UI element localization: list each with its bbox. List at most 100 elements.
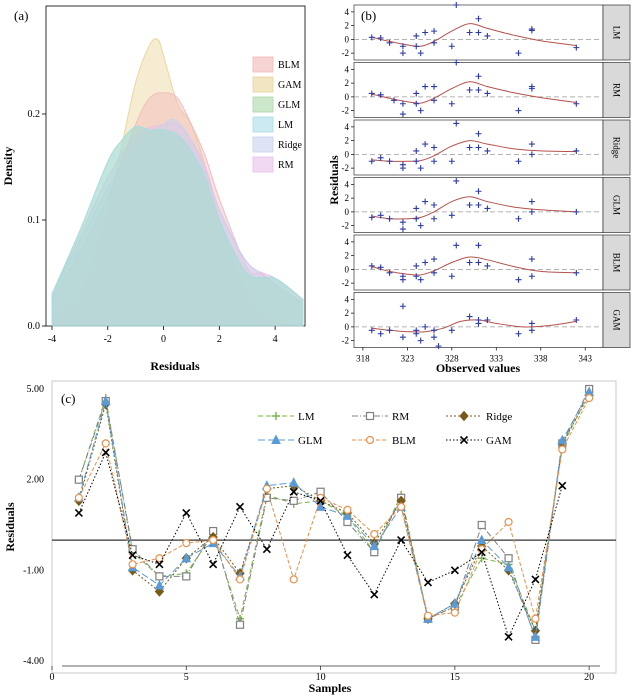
residual-point xyxy=(399,165,406,172)
residual-point xyxy=(484,90,491,97)
x-tick-label: 5 xyxy=(184,672,189,683)
y-tick-label: 4 xyxy=(345,122,350,132)
residual-point xyxy=(413,262,420,269)
data-point xyxy=(181,552,192,563)
residual-point xyxy=(528,151,535,158)
residual-point xyxy=(484,147,491,154)
legend-label-lm: LM xyxy=(298,411,315,423)
residual-point xyxy=(399,100,406,107)
data-point xyxy=(477,554,486,563)
x-tick-label: 338 xyxy=(534,354,548,364)
residual-point xyxy=(475,73,482,80)
residual-point xyxy=(417,276,424,283)
data-point xyxy=(558,445,567,454)
data-point xyxy=(128,551,137,560)
series-line xyxy=(78,391,590,637)
data-point xyxy=(477,520,486,530)
residual-point xyxy=(475,130,482,137)
residual-point xyxy=(399,43,406,50)
facet-strip xyxy=(602,292,631,348)
y-tick-label: 0.0 xyxy=(28,321,41,332)
x-tick-label: 20 xyxy=(584,672,594,683)
residual-point xyxy=(515,215,522,222)
facet-gam: GAM -2 0 2 4 xyxy=(342,292,631,350)
data-point xyxy=(343,505,352,514)
facet-strip-label: BLM xyxy=(612,253,622,273)
data-point xyxy=(100,395,111,406)
density-legend: BLM GAM GLM LM Ridge RM xyxy=(252,56,302,173)
facet-strip xyxy=(602,4,631,61)
data-point xyxy=(459,435,469,445)
residual-point xyxy=(475,29,482,36)
legend-label-gam: GAM xyxy=(486,435,512,447)
data-point xyxy=(272,412,280,420)
data-point xyxy=(585,393,594,403)
panel-label-c: (c) xyxy=(61,391,75,406)
data-point xyxy=(450,608,459,617)
residual-point xyxy=(377,264,384,271)
residual-point xyxy=(422,29,429,36)
legend-label-rm: RM xyxy=(392,411,409,423)
residual-point xyxy=(377,212,384,219)
residual-facets-panel: LM -2 0 2 4 RM -2 0 2 4 Ridge -2 0 2 4 GLM -2 0 2 4 BLM -2 0 2 4… xyxy=(327,2,631,375)
residual-point xyxy=(422,259,429,266)
facet-blm: BLM -2 0 2 4 xyxy=(342,234,631,291)
residual-point xyxy=(417,222,424,229)
facet-strip xyxy=(602,119,631,176)
residual-point xyxy=(528,327,535,334)
residual-point xyxy=(475,320,482,327)
y-tick-label: 0 xyxy=(345,264,350,274)
x-tick-label: 333 xyxy=(490,354,504,364)
residual-point xyxy=(515,330,522,337)
y-tick-label: 0 xyxy=(345,322,350,332)
residual-point xyxy=(399,226,406,233)
facet-strip-label: GAM xyxy=(612,309,622,330)
y-tick-label: -2 xyxy=(342,163,350,173)
residual-point xyxy=(515,276,522,283)
data-point xyxy=(182,508,191,517)
y-tick-label: 0 xyxy=(345,207,350,217)
data-point xyxy=(289,487,298,496)
legend-label-lm: LM xyxy=(278,120,293,131)
density-area-gam xyxy=(51,38,304,327)
data-point xyxy=(154,579,165,590)
residual-point xyxy=(448,43,455,50)
data-point xyxy=(74,508,83,517)
residual-point xyxy=(417,337,424,344)
residual-point xyxy=(528,320,535,327)
facet-x-ticks: 318 323 328 333 338 343 xyxy=(356,347,592,364)
legend-swatch-blm xyxy=(252,56,274,73)
y-tick-label: 0 xyxy=(345,149,350,159)
data-point xyxy=(370,529,379,539)
residual-point xyxy=(417,107,424,114)
data-point xyxy=(271,434,281,444)
data-point xyxy=(504,632,513,641)
residual-point xyxy=(368,262,375,269)
facet-lm: LM -2 0 2 4 xyxy=(342,2,631,61)
residual-point xyxy=(453,59,460,66)
data-point xyxy=(476,534,487,545)
samples-x-axis-label: Samples xyxy=(309,681,352,695)
data-point xyxy=(182,539,191,548)
data-point xyxy=(397,536,406,545)
density-ticks: -4 -2 0 2 4 0.0 0.1 0.2 xyxy=(28,109,278,345)
residual-point xyxy=(528,27,535,34)
samples-panel: 0 5 10 15 20 5.00 2.00 -1.00 -4.00 LM RM Ridge GLM B… xyxy=(3,380,617,695)
residual-point xyxy=(466,259,473,266)
y-tick-label: 4 xyxy=(345,294,350,304)
smooth-curve xyxy=(371,196,577,220)
panel-label-a: (a) xyxy=(14,8,28,23)
residual-point xyxy=(431,144,438,151)
residual-point xyxy=(528,208,535,215)
y-tick-label: -4.00 xyxy=(23,656,44,667)
legend-swatch-gam xyxy=(252,76,274,93)
residual-point xyxy=(413,158,420,165)
x-tick-label: 15 xyxy=(450,672,460,683)
data-point xyxy=(503,561,514,572)
data-point xyxy=(128,560,137,569)
y-tick-label: 0 xyxy=(345,34,350,44)
y-tick-label: -2 xyxy=(342,106,350,116)
x-tick-label: 0 xyxy=(161,334,166,345)
data-point xyxy=(288,477,299,487)
